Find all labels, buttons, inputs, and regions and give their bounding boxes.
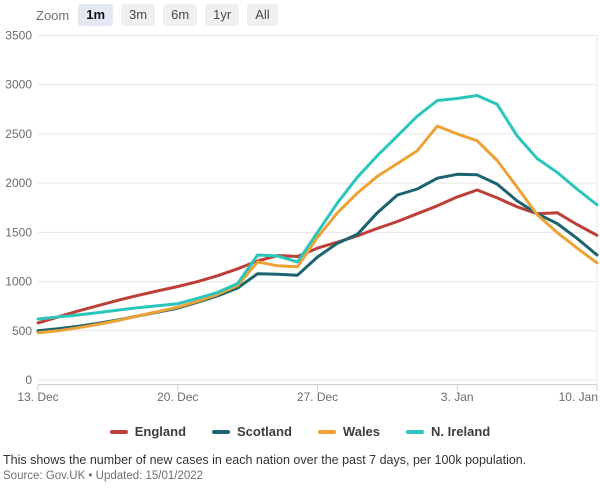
x-axis-label: 20. Dec xyxy=(157,390,198,404)
series-line-england xyxy=(36,188,599,325)
chart-legend: England Scotland Wales N. Ireland xyxy=(0,424,600,439)
y-axis-label: 500 xyxy=(12,324,32,338)
legend-label-wales: Wales xyxy=(342,424,381,439)
zoom-toolbar-label: Zoom xyxy=(36,7,70,23)
legend-swatch-england xyxy=(109,429,128,434)
legend-item-england[interactable]: England xyxy=(109,424,187,439)
zoom-button-1m[interactable]: 1m xyxy=(78,4,114,26)
legend-swatch-scotland xyxy=(212,429,231,434)
chart-source: Source: Gov.UK • Updated: 15/01/2022 xyxy=(3,470,204,482)
series-line-scotland xyxy=(36,172,599,333)
legend-swatch-wales xyxy=(317,429,336,434)
y-axis-label: 3000 xyxy=(5,78,32,92)
legend-label-scotland: Scotland xyxy=(237,424,292,439)
legend-item-n-ireland[interactable]: N. Ireland xyxy=(406,424,490,439)
legend-label-england: England xyxy=(134,424,187,439)
zoom-button-1yr[interactable]: 1yr xyxy=(205,4,240,26)
y-axis-label: 0 xyxy=(25,373,32,387)
y-axis-label: 3500 xyxy=(5,29,32,43)
chart-footer: This shows the number of new cases in ea… xyxy=(3,453,597,482)
x-axis-label: 13. Dec xyxy=(17,390,58,404)
zoom-button-6m[interactable]: 6m xyxy=(163,4,198,26)
legend-item-wales[interactable]: Wales xyxy=(317,424,381,439)
series-line-wales xyxy=(36,124,599,335)
series-line-n-ireland xyxy=(36,94,599,321)
zoom-button-all[interactable]: All xyxy=(247,4,278,26)
y-axis-label: 2500 xyxy=(5,127,32,141)
legend-swatch-n-ireland xyxy=(406,429,425,434)
zoom-button-3m[interactable]: 3m xyxy=(121,4,156,26)
y-axis-label: 2000 xyxy=(5,176,32,190)
y-axis-label: 1500 xyxy=(5,225,32,239)
x-axis-label: 27. Dec xyxy=(297,390,338,404)
legend-item-scotland[interactable]: Scotland xyxy=(212,424,292,439)
x-axis-label: 3. Jan xyxy=(441,390,474,404)
y-axis-label: 1000 xyxy=(5,275,32,289)
zoom-toolbar: Zoom 1m 3m 6m 1yr All xyxy=(36,4,278,26)
chart-description: This shows the number of new cases in ea… xyxy=(3,453,527,467)
legend-label-n-ireland: N. Ireland xyxy=(431,424,491,439)
x-axis-label: 10. Jan xyxy=(559,390,598,404)
